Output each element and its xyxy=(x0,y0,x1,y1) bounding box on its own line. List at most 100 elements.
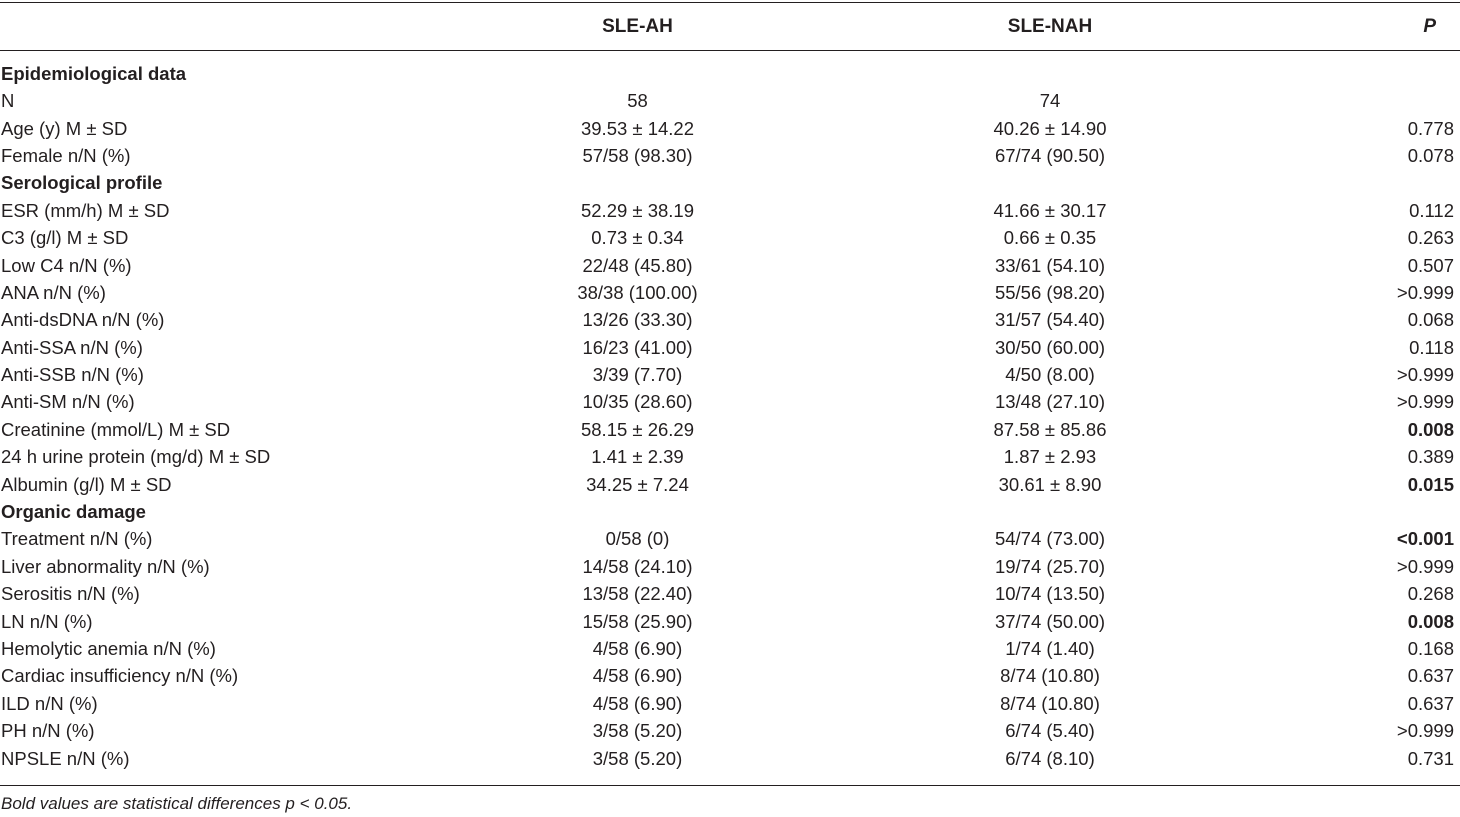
p-value: 0.507 xyxy=(1407,254,1454,276)
sle-nah-value: 4/50 (8.00) xyxy=(1005,364,1095,386)
row-label: Albumin (g/l) M ± SD xyxy=(1,473,172,495)
row-label: Anti-SSB n/N (%) xyxy=(1,364,144,386)
row-label: NPSLE n/N (%) xyxy=(1,747,130,769)
section-heading: Organic damage xyxy=(1,501,146,523)
row-label: ILD n/N (%) xyxy=(1,692,98,714)
header-sle-nah: SLE-NAH xyxy=(1007,15,1093,37)
section-row: Epidemiological data xyxy=(0,50,1460,87)
sle-nah-value: 1/74 (1.40) xyxy=(1005,638,1095,659)
sle-ah-value: 52.29 ± 38.19 xyxy=(580,199,695,221)
sle-nah-value: 8/74 (10.80) xyxy=(1000,665,1100,687)
sle-nah-value: 55/56 (98.20) xyxy=(994,281,1106,303)
table-bottom-rule xyxy=(0,785,1460,786)
p-value xyxy=(1265,87,1460,114)
p-value: 0.389 xyxy=(1407,446,1454,468)
header-sle-ah: SLE-AH xyxy=(602,15,673,37)
row-label: C3 (g/l) M ± SD xyxy=(1,227,129,249)
sle-ah-value: 58 xyxy=(627,90,648,112)
header-p-value: P xyxy=(1423,15,1436,37)
table-row: C3 (g/l) M ± SD 0.73 ± 0.34 0.66 ± 0.35 0.2… xyxy=(0,224,1460,251)
sle-ah-value: 1.41 ± 2.39 xyxy=(591,446,684,468)
sle-ah-value: 4/58 (6.90) xyxy=(592,665,683,687)
row-label: Anti-SSA n/N (%) xyxy=(1,336,143,358)
results-table: SLE-AH SLE-NAH P Epidemiological data N 58… xyxy=(0,3,1460,772)
p-value: >0.999 xyxy=(1396,391,1454,413)
sle-nah-value: 30/50 (60.00) xyxy=(994,336,1106,358)
sle-ah-value: 3/58 (5.20) xyxy=(592,720,683,742)
table-header: SLE-AH SLE-NAH P xyxy=(0,3,1460,50)
sle-nah-value: 87.58 ± 85.86 xyxy=(993,418,1107,440)
header-row: SLE-AH SLE-NAH P xyxy=(0,3,1460,50)
p-value: 0.008 xyxy=(1407,610,1454,632)
table-row: Albumin (g/l) M ± SD 34.25 ± 7.24 30.61 ± … xyxy=(0,470,1460,497)
p-value: 0.778 xyxy=(1407,117,1454,139)
row-label: Cardiac insufficiency n/N (%) xyxy=(1,665,239,687)
sle-nah-value: 41.66 ± 30.17 xyxy=(993,199,1107,221)
row-label: Creatinine (mmol/L) M ± SD xyxy=(1,418,231,440)
row-label: Female n/N (%) xyxy=(1,144,131,166)
section-heading: Serological profile xyxy=(1,172,163,194)
sle-nah-value: 31/57 (54.40) xyxy=(994,309,1106,331)
sle-ah-value: 13/58 (22.40) xyxy=(582,583,693,605)
sle-ah-value: 39.53 ± 14.22 xyxy=(580,117,695,139)
table-row: Cardiac insufficiency n/N (%) 4/58 (6.90)… xyxy=(0,662,1460,689)
table-header-rule xyxy=(0,50,1460,51)
p-value: 0.637 xyxy=(1407,692,1454,714)
sle-ah-value: 38/38 (100.00) xyxy=(577,281,698,303)
sle-ah-value: 22/48 (45.80) xyxy=(582,254,693,276)
table-row: PH n/N (%) 3/58 (5.20) 6/74 (5.40) >0.999 xyxy=(0,717,1460,744)
p-value: >0.999 xyxy=(1396,720,1454,742)
row-label: Serositis n/N (%) xyxy=(1,583,140,605)
table-row: Female n/N (%) 57/58 (98.30) 67/74 (90.50)… xyxy=(0,142,1460,169)
sle-nah-value: 1.87 ± 2.93 xyxy=(1003,446,1097,468)
row-label: Low C4 n/N (%) xyxy=(1,254,132,276)
p-value: >0.999 xyxy=(1396,555,1454,577)
table-row: Creatinine (mmol/L) M ± SD 58.15 ± 26.29 8… xyxy=(0,416,1460,443)
section-row: Organic damage xyxy=(0,498,1460,525)
section-heading: Epidemiological data xyxy=(1,63,187,84)
sle-nah-value: 13/48 (27.10) xyxy=(994,391,1106,413)
row-label: PH n/N (%) xyxy=(1,720,95,742)
sle-nah-value: 8/74 (10.80) xyxy=(1000,692,1100,714)
sle-ah-value: 4/58 (6.90) xyxy=(592,638,683,659)
section-row: Serological profile xyxy=(0,169,1460,196)
sle-ah-value: 3/39 (7.70) xyxy=(592,364,683,386)
p-value: <0.001 xyxy=(1396,528,1454,550)
table-row: ANA n/N (%) 38/38 (100.00) 55/56 (98.20) >0… xyxy=(0,279,1460,306)
row-label: Hemolytic anemia n/N (%) xyxy=(1,638,216,659)
table-row: Treatment n/N (%) 0/58 (0) 54/74 (73.00) <0… xyxy=(0,525,1460,552)
row-label: ESR (mm/h) M ± SD xyxy=(1,199,170,221)
table-row: Serositis n/N (%) 13/58 (22.40) 10/74 (13.… xyxy=(0,580,1460,607)
row-label: N xyxy=(1,90,15,112)
sle-nah-value: 19/74 (25.70) xyxy=(994,555,1106,577)
table-row: N 58 74 xyxy=(0,87,1460,114)
p-value: 0.008 xyxy=(1407,418,1454,440)
table-row: Liver abnormality n/N (%) 14/58 (24.10) 19… xyxy=(0,553,1460,580)
table-row: ILD n/N (%) 4/58 (6.90) 8/74 (10.80) 0.637 xyxy=(0,690,1460,717)
table-row: NPSLE n/N (%) 3/58 (5.20) 6/74 (8.10) 0.731 xyxy=(0,744,1460,771)
p-value: >0.999 xyxy=(1396,281,1454,303)
sle-ah-value: 34.25 ± 7.24 xyxy=(586,473,689,495)
row-label: Anti-dsDNA n/N (%) xyxy=(1,309,165,331)
sle-ah-value: 16/23 (41.00) xyxy=(582,336,693,358)
p-value: 0.112 xyxy=(1409,199,1454,221)
sle-ah-value: 14/58 (24.10) xyxy=(582,555,693,577)
header-label-column xyxy=(0,3,440,50)
table-row: ESR (mm/h) M ± SD 52.29 ± 38.19 41.66 ± 30… xyxy=(0,197,1460,224)
table-row: Hemolytic anemia n/N (%) 4/58 (6.90) 1/74 … xyxy=(0,635,1460,662)
sle-ah-value: 0/58 (0) xyxy=(605,528,670,550)
sle-ah-value: 57/58 (98.30) xyxy=(582,144,693,166)
row-label: 24 h urine protein (mg/d) M ± SD xyxy=(1,446,271,468)
p-value: 0.268 xyxy=(1407,583,1454,605)
table-footnote: Bold values are statistical differences … xyxy=(1,794,353,813)
table-row: Anti-SSB n/N (%) 3/39 (7.70) 4/50 (8.00) >0… xyxy=(0,361,1460,388)
table-row: Anti-dsDNA n/N (%) 13/26 (33.30) 31/57 (54… xyxy=(0,306,1460,333)
table-body: Epidemiological data N 58 74 Age (y) M ± SD 3… xyxy=(0,50,1460,772)
table-row: Anti-SSA n/N (%) 16/23 (41.00) 30/50 (60.0… xyxy=(0,334,1460,361)
row-label: Liver abnormality n/N (%) xyxy=(1,555,210,577)
sle-nah-value: 54/74 (73.00) xyxy=(994,528,1106,550)
table-row: Age (y) M ± SD 39.53 ± 14.22 40.26 ± 14.90… xyxy=(0,114,1460,141)
sle-nah-value: 0.66 ± 0.35 xyxy=(1003,227,1097,249)
p-value: 0.637 xyxy=(1407,665,1454,687)
